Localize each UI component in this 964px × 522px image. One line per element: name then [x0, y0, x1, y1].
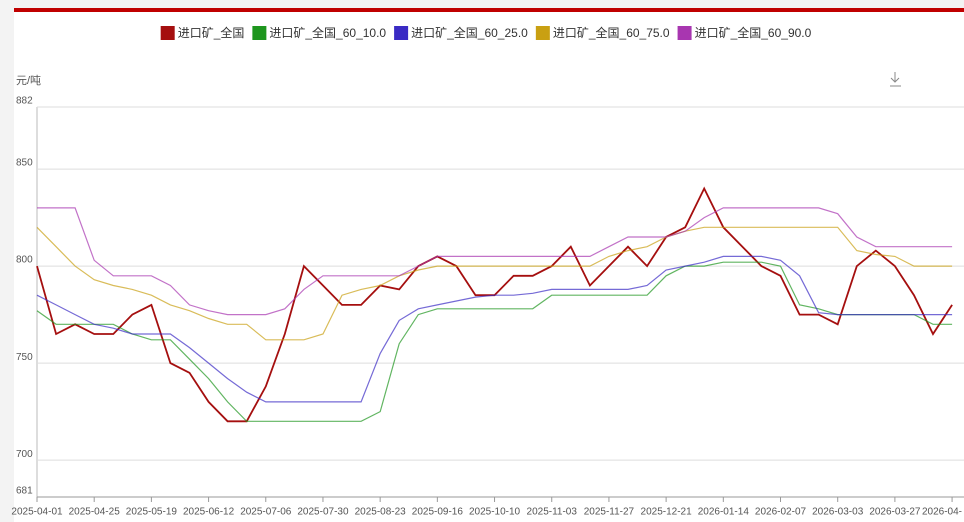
- series-line: [37, 207, 953, 316]
- series-line: [36, 226, 953, 341]
- legend-swatch: [160, 26, 175, 40]
- panel: [14, 8, 964, 522]
- series-line: [36, 255, 953, 403]
- x-tick-label: 2025-07-06: [240, 507, 292, 518]
- x-tick-label: 2025-07-30: [297, 507, 349, 518]
- y-tick-label: 700: [16, 449, 33, 460]
- x-tick-label: 2025-12-21: [641, 507, 693, 518]
- legend-label: 进口矿_全国_60_25.0: [411, 25, 528, 40]
- x-tick-label: 2025-09-16: [412, 507, 464, 518]
- x-tick-label: 2025-11-27: [584, 507, 635, 518]
- legend-swatch: [394, 26, 409, 40]
- x-tick-label: 2026-02-07: [755, 507, 807, 518]
- y-tick-label: 800: [16, 255, 33, 266]
- x-tick-label: 2025-10-10: [469, 507, 521, 518]
- y-tick-label: 750: [16, 352, 33, 363]
- x-tick-label: 2026-03-03: [812, 507, 864, 518]
- legend-label: 进口矿_全国: [178, 25, 245, 40]
- x-tick-label: 2025-11-03: [527, 507, 578, 518]
- download-icon[interactable]: [890, 72, 901, 87]
- y-tick-label: 850: [16, 158, 33, 169]
- legend-label: 进口矿_全国_60_75.0: [553, 25, 670, 40]
- x-tick-label: 2025-04-25: [69, 507, 121, 518]
- series-line: [36, 261, 953, 422]
- x-tick-label: 2026-01-14: [698, 507, 750, 518]
- x-tick-label: 2025-08-23: [355, 507, 407, 518]
- legend-swatch: [677, 26, 692, 40]
- x-tick-label: 2026-03-27: [869, 507, 921, 518]
- legend-swatch: [535, 26, 550, 40]
- x-tick-label: 2025-04-01: [11, 507, 63, 518]
- x-tick-label: 2026-04-: [922, 507, 962, 518]
- legend-swatch: [252, 26, 267, 40]
- legend-label: 进口矿_全国_60_90.0: [695, 25, 812, 40]
- y-tick-label: 681: [16, 486, 33, 497]
- legend-label: 进口矿_全国_60_10.0: [269, 25, 386, 40]
- y-tick-label: 882: [16, 96, 33, 107]
- top-bar: [14, 8, 964, 12]
- x-tick-label: 2025-06-12: [183, 507, 235, 518]
- x-tick-label: 2025-05-19: [126, 507, 178, 518]
- y-axis-label: 元/吨: [16, 74, 41, 87]
